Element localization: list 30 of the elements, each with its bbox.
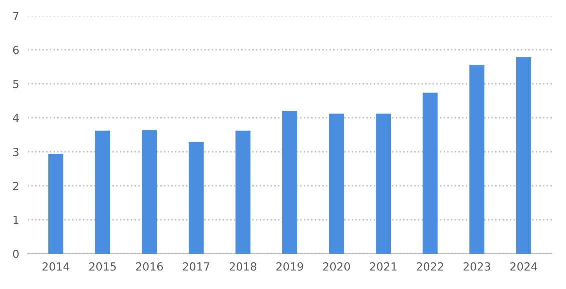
y-tick-label: 1 xyxy=(14,216,19,224)
x-tick-label: 2024 xyxy=(510,262,538,271)
y-tick-label: 4 xyxy=(13,114,20,122)
x-tick-label: 2020 xyxy=(323,262,350,271)
bar xyxy=(142,130,158,254)
bar xyxy=(95,130,110,254)
x-tick-label: 2016 xyxy=(136,262,164,271)
bar xyxy=(329,114,344,254)
y-tick-label: 2 xyxy=(13,182,19,190)
bar xyxy=(470,64,485,254)
bar xyxy=(188,142,204,254)
y-tick-label: 6 xyxy=(13,46,19,54)
bar xyxy=(48,154,64,254)
bar xyxy=(236,130,251,254)
bar xyxy=(516,57,532,254)
x-tick-label: 2021 xyxy=(370,262,397,271)
y-tick-label: 0 xyxy=(13,250,19,258)
bar xyxy=(282,111,298,254)
x-tick-label: 2014 xyxy=(42,262,70,271)
y-tick-label: 7 xyxy=(14,12,19,20)
x-tick-label: 2022 xyxy=(417,262,444,271)
x-tick-label: 2015 xyxy=(90,262,116,271)
bar xyxy=(376,114,392,254)
y-tick-label: 3 xyxy=(13,148,19,156)
x-tick-label: 2017 xyxy=(183,262,210,271)
bar xyxy=(422,92,438,254)
x-tick-label: 2018 xyxy=(230,262,257,271)
x-tick-label: 2019 xyxy=(276,262,304,271)
x-tick-label: 2023 xyxy=(464,262,490,271)
y-tick-label: 5 xyxy=(13,80,19,88)
